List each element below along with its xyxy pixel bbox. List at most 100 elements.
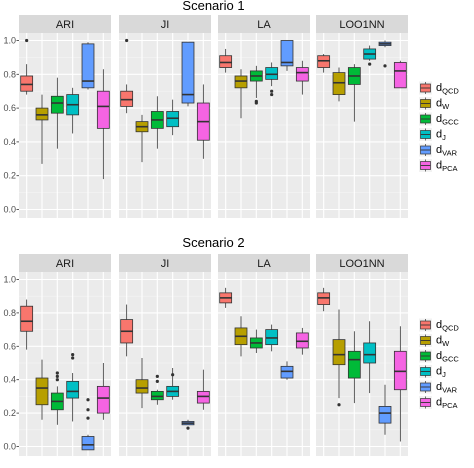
box-pca [96,363,110,420]
legend-key [419,97,432,110]
legend-label: dVAR [436,144,458,158]
y-tick-label: 0.8 [3,69,16,79]
legend-label-main: d [436,319,442,331]
box-pca [393,326,407,442]
legend-label-main: d [436,144,442,156]
box-j [363,45,377,66]
box-var [378,384,392,435]
facet-label: JI [161,19,170,31]
box-var [280,40,294,71]
box-body [35,107,49,121]
y-tick-label: 0.8 [3,308,16,318]
legend-key [419,143,432,157]
legend-key [419,112,432,126]
legend-label-main: d [436,335,442,347]
panel-title: Scenario 1 [182,0,244,13]
legend-label-sub: VAR [442,386,457,395]
outlier-point [171,373,175,377]
facet-ari: ARI [19,15,111,218]
legend-label: dVAR [436,381,458,395]
y-tick-label: 0.6 [3,103,16,113]
box-body [332,339,346,366]
box-var [378,40,392,68]
legend-label-main: d [436,82,442,94]
legend-label: dGCC [436,350,459,364]
box-body [81,436,95,451]
facet-strip [218,254,310,272]
box-qcd [219,287,233,308]
box-body [265,329,279,346]
y-tick-label: 0.2 [3,171,16,181]
legend-key [419,396,432,409]
box-body [181,41,195,104]
box-body [280,40,294,67]
box-w [332,67,346,102]
panel-2: Scenario 2 0.0 0.2 0.4 0.6 0.8 1.0 ARI JI LA LOO1N… [3,235,408,456]
box-body [166,111,180,128]
box-qcd [120,304,134,357]
outlier-point [86,398,90,402]
legend-label: dJ [436,366,446,380]
outlier-point [270,89,274,93]
outlier-point [383,64,387,68]
outlier-point [86,416,90,420]
box-w [35,359,49,420]
facet-la: LA [218,254,310,456]
box-w [135,114,149,163]
facet-loo1nn: LOO1NN [316,15,408,218]
legend-key [419,159,432,172]
legend-label-sub: PCA [442,401,457,410]
plot-background [19,272,111,456]
plot-background [218,33,310,218]
box-body [393,62,407,89]
plot-background [19,33,111,218]
box-pca [393,60,407,89]
y-tick-label: 1.0 [3,36,16,46]
y-tick-label: 0.4 [3,375,16,385]
panels-layer: Scenario 1 0.0 0.2 0.4 0.6 0.8 1.0 ARI JI LA LOO1N… [3,0,408,456]
box-body [265,67,279,80]
legend-label-main: d [436,366,442,378]
facet-ji: JI [119,254,211,456]
legend-label-main: d [436,129,442,141]
box-body [96,90,110,129]
box-j [166,99,180,136]
box-qcd [120,38,134,114]
box-gcc [249,329,263,353]
box-body [363,342,377,364]
box-var [181,41,195,107]
facet-strip [19,15,111,33]
legend-label-main: d [436,113,442,125]
box-body [295,67,309,82]
box-pca [295,60,309,95]
box-body [219,55,233,68]
facet-strip [316,254,408,272]
box-j [265,62,279,97]
box-gcc [50,371,64,425]
box-body [81,43,95,89]
legend-key [419,81,432,95]
facet-loo1nn: LOO1NN [316,254,408,456]
box-qcd [20,299,34,350]
box-var [81,42,95,90]
facet-strip [119,15,211,33]
legend-label: dJ [436,129,446,143]
panel-1: Scenario 1 0.0 0.2 0.4 0.6 0.8 1.0 ARI JI LA LOO1N… [3,0,408,218]
box-body [96,385,110,414]
box-body [347,350,361,379]
box-body [150,390,164,401]
y-tick-label: 0.0 [3,205,16,215]
box-qcd [317,287,331,312]
y-tick-label: 0.2 [3,408,16,418]
box-body [332,72,346,95]
legend-label-sub: QCD [442,324,459,333]
outlier-point [86,408,90,412]
box-qcd [219,48,233,73]
y-tick-label: 0.4 [3,137,16,147]
legend-key [419,349,432,363]
box-var [81,398,95,451]
legend-label: dPCA [436,397,458,411]
box-pca [295,327,309,355]
